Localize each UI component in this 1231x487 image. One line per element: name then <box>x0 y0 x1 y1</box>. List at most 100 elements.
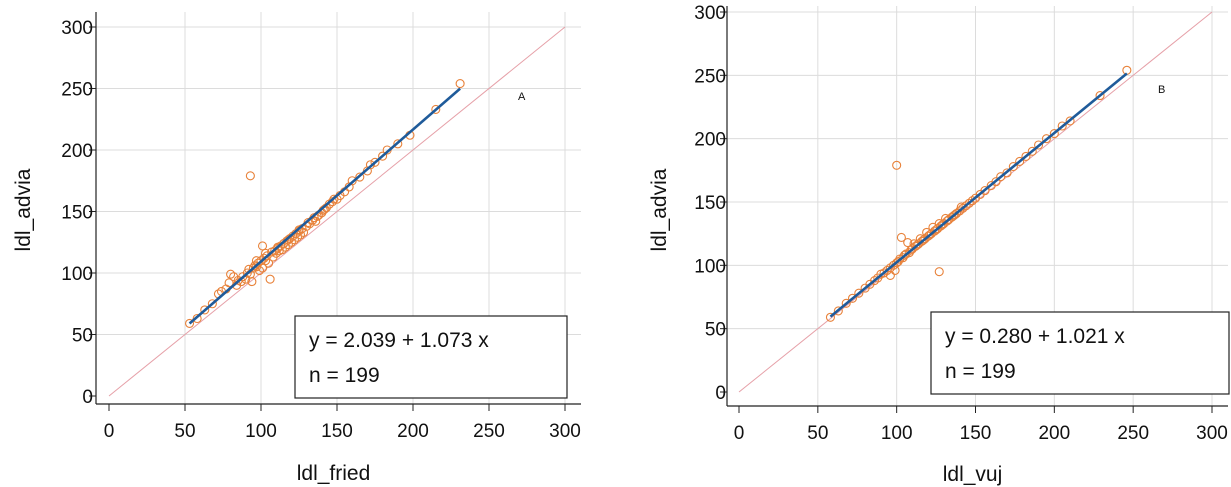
x-axis-title: ldl_vuj <box>943 463 1003 486</box>
x-axis-title: ldl_fried <box>297 462 371 485</box>
panel-letter: A <box>518 91 526 103</box>
panel-letter: B <box>1158 84 1165 96</box>
data-point <box>347 176 357 186</box>
data-point <box>991 177 1001 187</box>
data-point <box>200 305 210 315</box>
data-point <box>264 258 274 268</box>
data-point <box>1122 65 1132 75</box>
data-point <box>892 160 902 170</box>
data-point <box>257 241 268 251</box>
y-axis-title: ldl_advia <box>648 168 671 251</box>
data-point <box>370 157 380 167</box>
x-tick-label: 250 <box>1117 423 1149 444</box>
data-point <box>1027 146 1037 156</box>
x-tick-label: 50 <box>174 421 195 442</box>
data-point <box>833 306 843 316</box>
x-tick-label: 200 <box>397 421 429 442</box>
y-tick-label: 150 <box>694 193 726 214</box>
data-point <box>870 275 880 286</box>
data-point <box>899 250 910 260</box>
data-point <box>948 211 958 221</box>
data-point <box>958 203 968 213</box>
data-point <box>295 230 306 240</box>
data-point <box>885 270 895 281</box>
data-point <box>294 225 304 235</box>
data-point <box>1041 134 1051 144</box>
data-point <box>355 172 365 182</box>
y-tick-label: 250 <box>694 66 726 87</box>
data-point <box>226 269 236 279</box>
data-point <box>245 171 255 181</box>
y-tick-label: 300 <box>694 3 726 24</box>
x-tick-label: 0 <box>104 421 115 442</box>
x-tick-label: 200 <box>1038 423 1070 444</box>
x-tick-label: 0 <box>734 423 745 444</box>
data-point <box>265 274 275 284</box>
sample-size-label: n = 199 <box>309 364 380 387</box>
data-point <box>286 237 296 247</box>
regression-line <box>829 72 1128 318</box>
y-tick-label: 100 <box>694 256 726 277</box>
regression-equation: y = 0.280 + 1.021 x <box>945 325 1125 348</box>
data-point <box>950 210 960 220</box>
data-point <box>961 201 971 211</box>
data-point <box>825 312 835 322</box>
data-point <box>431 104 441 114</box>
regression-line <box>188 87 461 325</box>
y-tick-label: 250 <box>61 80 93 101</box>
data-point <box>283 240 293 250</box>
chart-panel-a: 0 50 100 150 200 250 300 0 50 100 150 200 250 300 ldl_… <box>12 12 581 485</box>
x-tick-label: 150 <box>321 421 353 442</box>
y-tick-label: 200 <box>694 130 726 151</box>
x-tick-label: 100 <box>245 421 277 442</box>
data-point <box>980 186 990 196</box>
data-point <box>1008 161 1018 172</box>
y-axis-title: ldl_advia <box>12 168 35 251</box>
x-tick-label: 150 <box>960 423 992 444</box>
data-point <box>854 288 864 298</box>
y-tick-label: 100 <box>61 264 93 285</box>
regression-equation: y = 2.039 + 1.073 x <box>309 329 489 352</box>
data-point <box>1049 129 1059 139</box>
x-tick-label: 50 <box>807 423 828 444</box>
sample-size-label: n = 199 <box>945 360 1016 383</box>
data-point <box>378 151 388 161</box>
data-point <box>289 235 299 245</box>
y-tick-label: 50 <box>705 320 726 341</box>
data-point <box>911 241 921 251</box>
data-point <box>329 194 339 204</box>
data-point <box>1057 121 1067 131</box>
data-point <box>890 265 900 275</box>
data-point <box>1034 140 1044 150</box>
data-point <box>917 236 927 246</box>
data-point <box>952 208 962 218</box>
x-tick-label: 300 <box>549 421 581 442</box>
x-tick-label: 300 <box>1196 423 1228 444</box>
data-point <box>207 299 217 309</box>
y-tick-label: 0 <box>715 383 726 404</box>
data-point <box>847 293 858 303</box>
annotation-box <box>294 315 568 399</box>
data-point <box>1015 156 1025 167</box>
data-point <box>1021 151 1031 161</box>
data-point <box>841 298 851 308</box>
data-point <box>455 79 465 89</box>
data-point <box>185 318 195 328</box>
y-tick-label: 300 <box>61 18 93 39</box>
data-point <box>934 267 944 277</box>
data-point <box>967 196 977 206</box>
x-tick-label: 100 <box>881 423 913 444</box>
chart-panel-b: 0 50 100 150 200 250 300 0 50 100 150 200 250 300 ldl_… <box>648 3 1230 486</box>
data-point <box>1095 91 1105 101</box>
data-point <box>393 139 403 149</box>
y-tick-label: 150 <box>61 203 93 224</box>
y-tick-label: 200 <box>61 141 93 162</box>
identity-line <box>108 26 566 397</box>
data-point <box>365 160 375 170</box>
data-point <box>247 277 257 287</box>
data-point <box>896 232 906 243</box>
data-point <box>192 313 202 324</box>
y-tick-label: 0 <box>82 387 93 408</box>
data-point <box>1065 116 1075 126</box>
